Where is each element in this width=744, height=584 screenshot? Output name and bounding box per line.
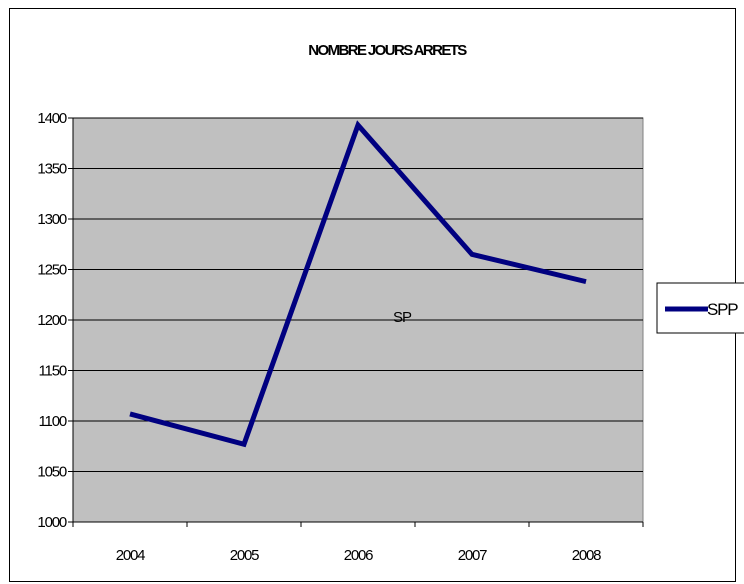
gridlines [73, 117, 643, 472]
x-tick-label: 2008 [572, 547, 601, 564]
series-lines [129, 120, 587, 448]
y-tick-label: 1150 [39, 363, 67, 380]
y-tick-label: 1250 [37, 262, 66, 279]
y-tick-label: 1300 [37, 211, 66, 228]
y-tick-label: 1200 [37, 312, 66, 329]
y-axis-tick-labels: 1000 1050 1100 1150 1200 1250 1300 1350 1400 [37, 110, 68, 531]
y-tick-label: 1350 [37, 161, 66, 178]
x-tick-label: 2004 [116, 547, 145, 564]
legend-label-spp: SPP [707, 300, 738, 319]
y-tick-label: 1050 [37, 464, 66, 481]
y-tick-label: 1000 [37, 514, 66, 531]
plot-annotation: SP [393, 309, 412, 326]
y-tick-label: 1100 [39, 413, 67, 430]
x-axis-tick-labels: 2004 2005 2006 2007 2008 [116, 547, 603, 564]
x-tick-label: 2007 [458, 547, 487, 564]
x-tick-label: 2006 [344, 547, 373, 564]
y-tick-label: 1400 [37, 110, 66, 127]
chart-title: NOMBRE JOURS ARRETS [308, 42, 467, 59]
axes [68, 117, 644, 527]
x-tick-label: 2005 [230, 547, 259, 564]
legend: SPP [656, 282, 744, 334]
